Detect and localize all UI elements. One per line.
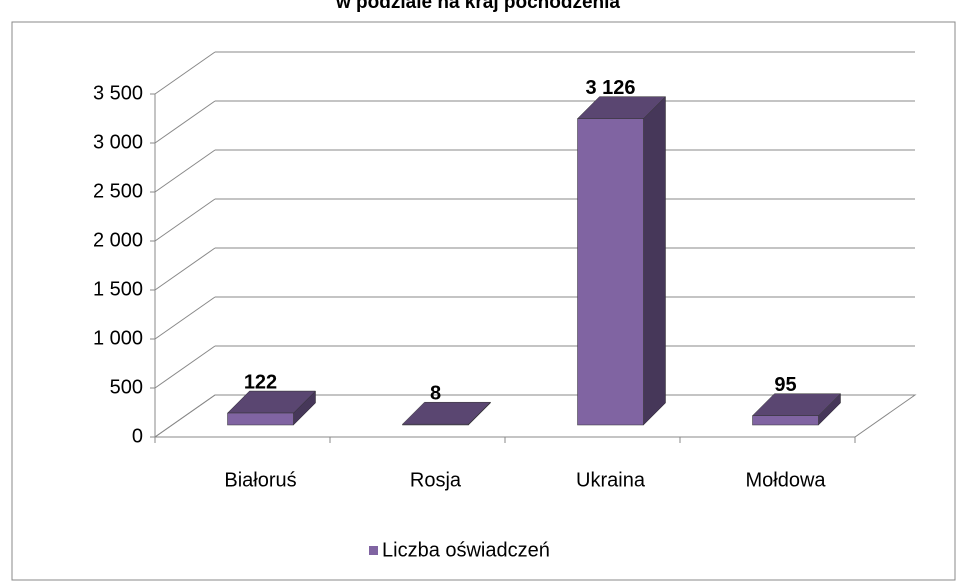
y-tick-label: 2 500 (93, 180, 143, 202)
legend-label: Liczba oświadczeń (382, 539, 550, 561)
y-tick-label: 3 000 (93, 131, 143, 153)
grid-line (154, 149, 216, 193)
y-tick-label: 1 000 (93, 327, 143, 349)
value-label: 3 126 (585, 77, 635, 99)
bar (577, 118, 644, 426)
y-tick-label: 2 000 (93, 229, 143, 251)
x-tick-label: Rosja (410, 469, 462, 491)
y-tick-label: 500 (110, 376, 143, 398)
y-tick-label: 0 (132, 425, 143, 447)
y-tick-label: 1 500 (93, 278, 143, 300)
grid-line (154, 198, 216, 242)
grid-line (154, 394, 216, 438)
x-tick-label: Białoruś (224, 469, 296, 491)
bar (402, 423, 469, 426)
bar-side (643, 96, 666, 426)
x-tick-label: Ukraina (576, 469, 646, 491)
legend-swatch (369, 546, 378, 555)
value-label: 8 (430, 382, 441, 404)
grid-line (154, 51, 216, 95)
grid-line (154, 247, 216, 291)
bar (227, 412, 294, 426)
grid-line (154, 100, 216, 144)
y-tick-label: 3 500 (93, 82, 143, 104)
grid-line (154, 296, 216, 340)
grid-line (154, 345, 216, 389)
chart-title: w podziale na kraj pochodzenia (335, 0, 620, 13)
value-label: 122 (244, 371, 277, 393)
value-label: 95 (774, 374, 796, 396)
x-tick-label: Mołdowa (745, 469, 826, 491)
chart-border (11, 21, 956, 581)
bar (752, 415, 819, 426)
